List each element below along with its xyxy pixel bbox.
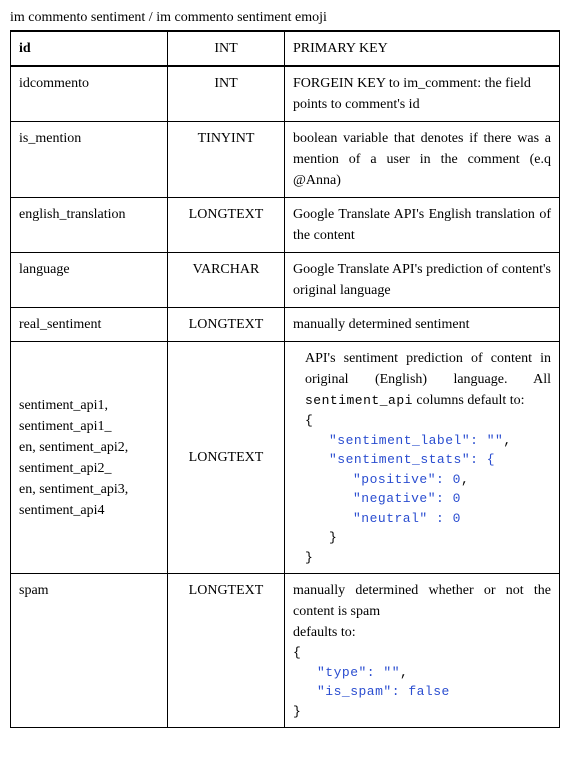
code-block: { "sentiment_label": "", "sentiment_stat…	[293, 411, 551, 567]
field-desc: manually determined sentiment	[285, 308, 560, 342]
header-col-name: id	[11, 31, 168, 66]
code-punct: ,	[461, 472, 469, 487]
field-type: LONGTEXT	[168, 574, 285, 728]
field-type: LONGTEXT	[168, 308, 285, 342]
code-line: "negative": 0	[305, 489, 551, 509]
table-row: spam LONGTEXT manually determined whethe…	[11, 574, 560, 728]
code-line: {	[293, 643, 551, 663]
code-key: "positive":	[353, 472, 453, 487]
field-type: INT	[168, 66, 285, 122]
table-caption: im commento sentiment / im commento sent…	[10, 10, 560, 26]
field-desc: boolean variable that denotes if there w…	[285, 122, 560, 198]
field-desc: manually determined whether or not the c…	[285, 574, 560, 728]
code-line: "sentiment_label": "",	[305, 431, 551, 451]
code-line: "type": "",	[293, 663, 551, 683]
code-key: "sentiment_stats": {	[329, 452, 495, 467]
desc-text: manually determined whether or not the c…	[293, 580, 551, 622]
header-col-desc: PRIMARY KEY	[285, 31, 560, 66]
table-row: idcommento INT FORGEIN KEY to im_comment…	[11, 66, 560, 122]
code-line: }	[293, 702, 551, 722]
field-name-line: sentiment_api4	[19, 500, 159, 521]
code-key: "sentiment_label":	[329, 433, 487, 448]
field-name-line: sentiment_api1_	[19, 416, 159, 437]
field-desc: API's sentiment prediction of content in…	[285, 342, 560, 574]
code-line: "positive": 0,	[305, 470, 551, 490]
code-key: "type":	[317, 665, 383, 680]
code-key: "negative":	[353, 491, 453, 506]
desc-text: defaults to:	[293, 622, 551, 643]
code-num: 0	[453, 491, 461, 506]
header-col-type: INT	[168, 31, 285, 66]
schema-table: id INT PRIMARY KEY idcommento INT FORGEI…	[10, 30, 560, 728]
field-name-line: en, sentiment_api3,	[19, 479, 159, 500]
code-key: "is_spam":	[317, 684, 408, 699]
table-row: sentiment_api1, sentiment_api1_ en, sent…	[11, 342, 560, 574]
code-line: }	[305, 528, 551, 548]
field-name: real_sentiment	[11, 308, 168, 342]
code-line: }	[305, 548, 551, 568]
code-num: 0	[453, 472, 461, 487]
code-val: false	[408, 684, 450, 699]
code-line: "is_spam": false	[293, 682, 551, 702]
field-name: is_mention	[11, 122, 168, 198]
code-key: "neutral" :	[353, 511, 453, 526]
code-val: ""	[383, 665, 400, 680]
code-line: {	[305, 411, 551, 431]
desc-part: columns default to:	[413, 393, 525, 408]
field-name: idcommento	[11, 66, 168, 122]
field-type: TINYINT	[168, 122, 285, 198]
field-name: sentiment_api1, sentiment_api1_ en, sent…	[11, 342, 168, 574]
field-name-line: en, sentiment_api2,	[19, 437, 159, 458]
table-row: is_mention TINYINT boolean variable that…	[11, 122, 560, 198]
desc-text: API's sentiment prediction of content in…	[293, 348, 551, 411]
field-desc: Google Translate API's prediction of con…	[285, 253, 560, 308]
code-line: "sentiment_stats": {	[305, 450, 551, 470]
desc-part: API's sentiment prediction of content in…	[305, 351, 551, 387]
table-row: real_sentiment LONGTEXT manually determi…	[11, 308, 560, 342]
field-desc: FORGEIN KEY to im_comment: the field poi…	[285, 66, 560, 122]
code-val: ""	[487, 433, 504, 448]
table-row: english_translation LONGTEXT Google Tran…	[11, 198, 560, 253]
field-name: spam	[11, 574, 168, 728]
field-name-line: sentiment_api1,	[19, 395, 159, 416]
field-name: english_translation	[11, 198, 168, 253]
table-row: language VARCHAR Google Translate API's …	[11, 253, 560, 308]
code-punct: ,	[400, 665, 408, 680]
field-name-line: sentiment_api2_	[19, 458, 159, 479]
code-line: "neutral" : 0	[305, 509, 551, 529]
code-num: 0	[453, 511, 461, 526]
field-name: language	[11, 253, 168, 308]
table-header-row: id INT PRIMARY KEY	[11, 31, 560, 66]
field-type: VARCHAR	[168, 253, 285, 308]
code-punct: ,	[503, 433, 511, 448]
inline-code: sentiment_api	[305, 393, 413, 408]
field-type: LONGTEXT	[168, 198, 285, 253]
field-type: LONGTEXT	[168, 342, 285, 574]
field-desc: Google Translate API's English translati…	[285, 198, 560, 253]
code-block: { "type": "", "is_spam": false }	[293, 643, 551, 721]
